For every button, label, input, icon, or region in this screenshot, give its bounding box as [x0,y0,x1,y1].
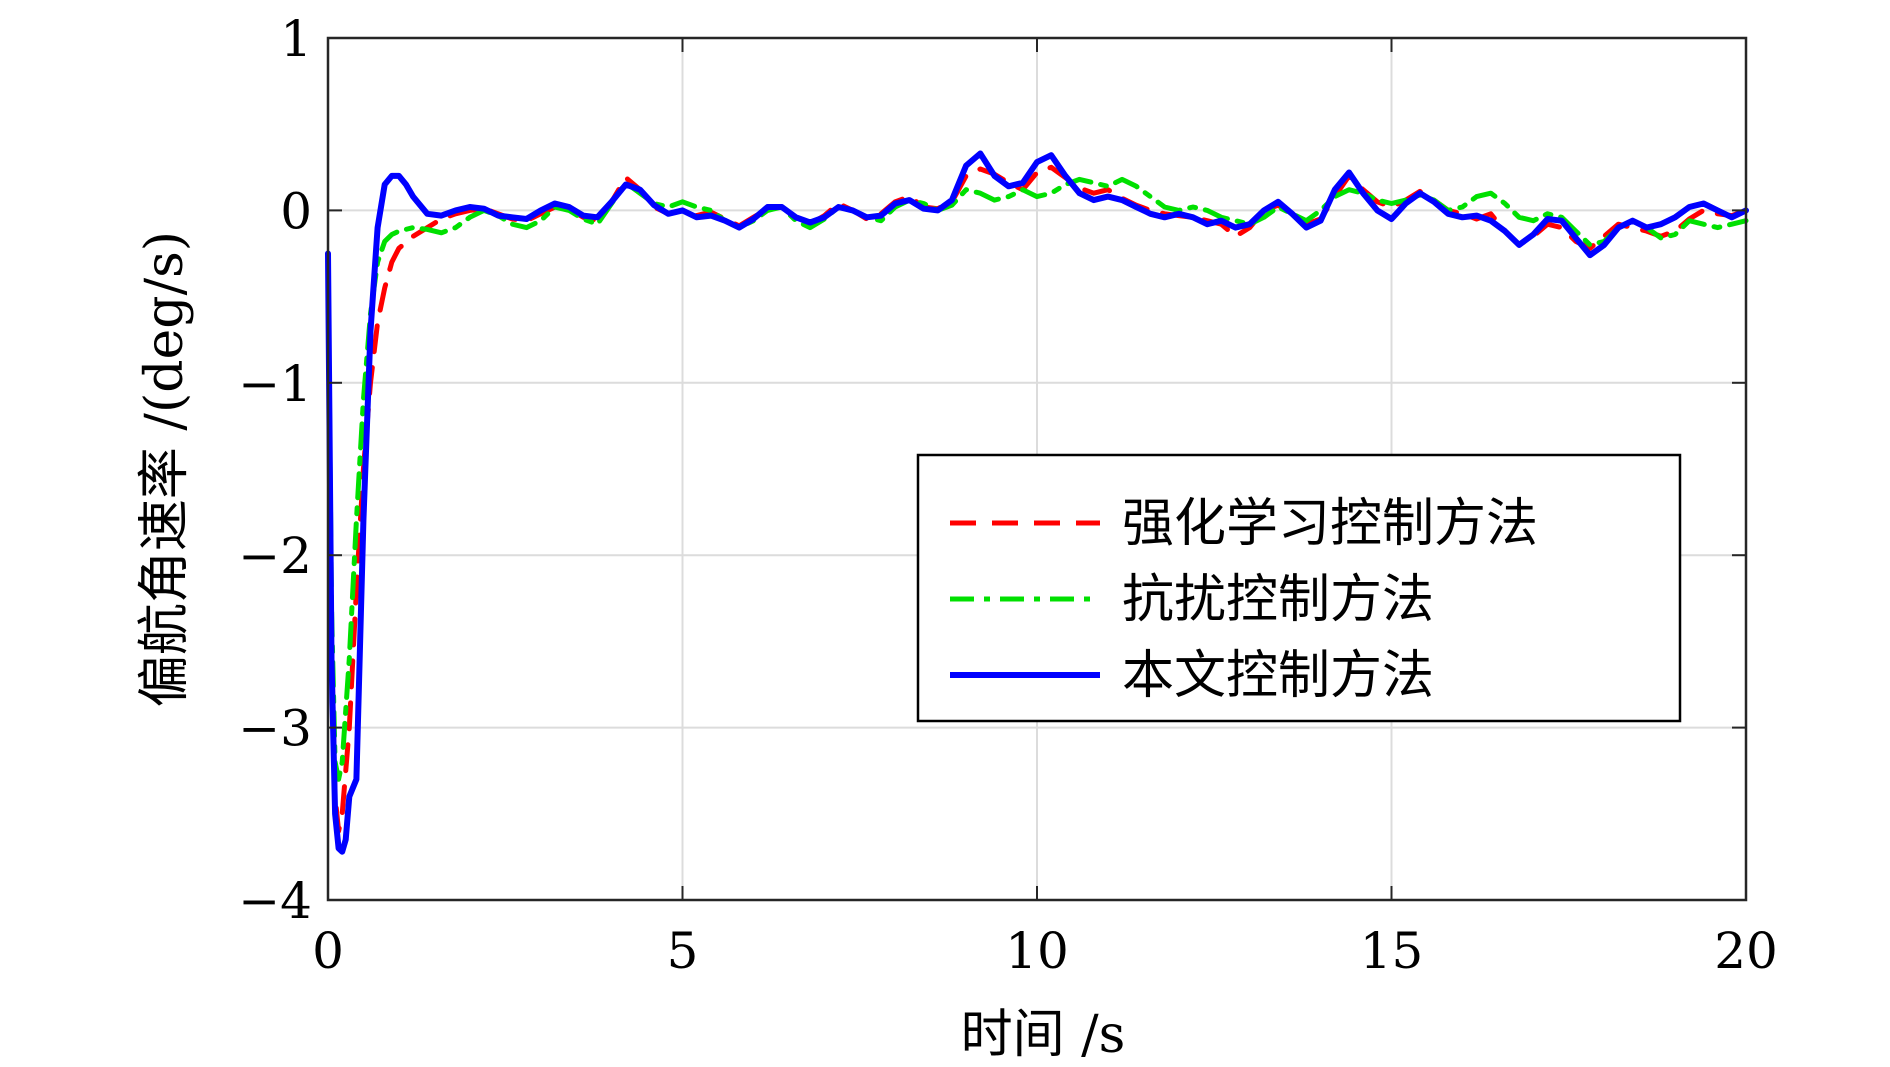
x-axis-label: 时间 /s [961,1005,1126,1065]
x-tick-label: 15 [1360,922,1424,980]
series-line-2 [325,176,1749,782]
y-tick-label: −2 [238,527,312,585]
series-line-3 [325,150,1749,855]
ticks [327,37,1747,901]
y-tick-label: 0 [280,182,312,240]
y-tick-label: −3 [238,700,312,758]
x-tick-label: 5 [667,922,699,980]
x-tick-label: 10 [1005,922,1069,980]
y-tick-label: −4 [238,872,312,930]
y-tick-label: −1 [238,355,312,413]
series-group [325,150,1749,855]
y-axis-label: 偏航角速率 /(deg/s) [135,231,195,707]
legend-label-2: 抗扰控制方法 [1122,570,1434,630]
series-line-1 [325,164,1749,834]
x-tick-label: 0 [312,922,344,980]
legend-label-3: 本文控制方法 [1122,646,1434,706]
legend-label-1: 强化学习控制方法 [1122,494,1538,554]
x-tick-label: 20 [1714,922,1778,980]
y-tick-label: 1 [280,10,312,68]
